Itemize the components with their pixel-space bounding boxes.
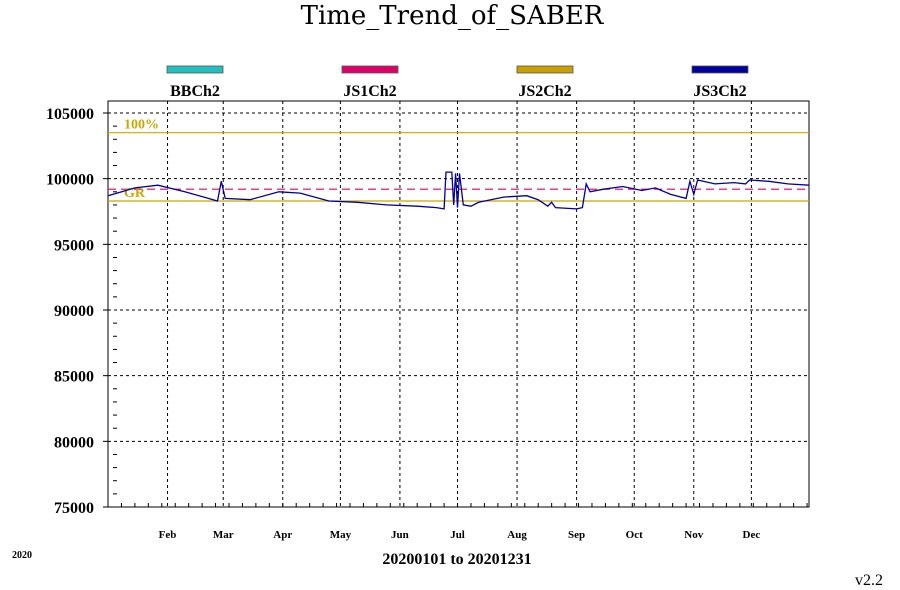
y-tick-label: 100000 — [46, 172, 94, 189]
legend-label: JS3Ch2 — [693, 83, 746, 100]
legend-label: BBCh2 — [170, 83, 220, 100]
year-label: 2020 — [12, 550, 32, 561]
x-tick-label: Aug — [507, 529, 527, 541]
x-tick-label: Feb — [159, 529, 177, 541]
y-tick-label: 80000 — [54, 434, 94, 451]
x-tick-label: Jun — [391, 529, 409, 541]
chart-title: Time_Trend_of_SABER — [301, 1, 605, 31]
legend-swatch — [516, 65, 574, 74]
legend: BBCh2 JS1Ch2 JS2Ch2 JS3Ch2 — [166, 65, 749, 100]
minor-ticks — [113, 125, 808, 507]
x-axis-label: 20200101 to 20201231 — [382, 551, 531, 568]
x-tick-label: Dec — [743, 529, 761, 541]
series-lines — [107, 171, 810, 210]
legend-label: JS2Ch2 — [518, 83, 571, 100]
y-tick-label: 85000 — [54, 369, 94, 386]
plot-area — [107, 100, 810, 508]
x-tick-label: Sep — [568, 529, 585, 541]
y-tick-label: 75000 — [54, 500, 94, 517]
x-tick-label: May — [330, 529, 352, 541]
reference-line-label: 100% — [124, 118, 159, 133]
x-tick-label: Nov — [684, 529, 703, 541]
x-tick-label: Jul — [450, 529, 465, 541]
y-tick-label: 95000 — [54, 237, 94, 254]
legend-swatch — [341, 65, 399, 74]
x-tick-label: Mar — [213, 529, 234, 541]
x-axis-ticks: Feb Mar Apr May Jun Jul Aug Sep Oct Nov Dec — [159, 529, 761, 541]
x-tick-label: Oct — [626, 529, 643, 541]
x-tick-label: Apr — [273, 529, 292, 541]
y-tick-label: 90000 — [54, 303, 94, 320]
series-line-js3ch2 — [107, 171, 810, 210]
version-label: v2.2 — [855, 572, 883, 589]
legend-swatch — [166, 65, 224, 74]
legend-swatch — [691, 65, 749, 74]
y-tick-label: 105000 — [46, 106, 94, 123]
legend-label: JS1Ch2 — [343, 83, 396, 100]
y-axis-ticks: 105000 100000 95000 90000 85000 80000 75000 — [46, 106, 108, 517]
grid — [108, 101, 809, 507]
